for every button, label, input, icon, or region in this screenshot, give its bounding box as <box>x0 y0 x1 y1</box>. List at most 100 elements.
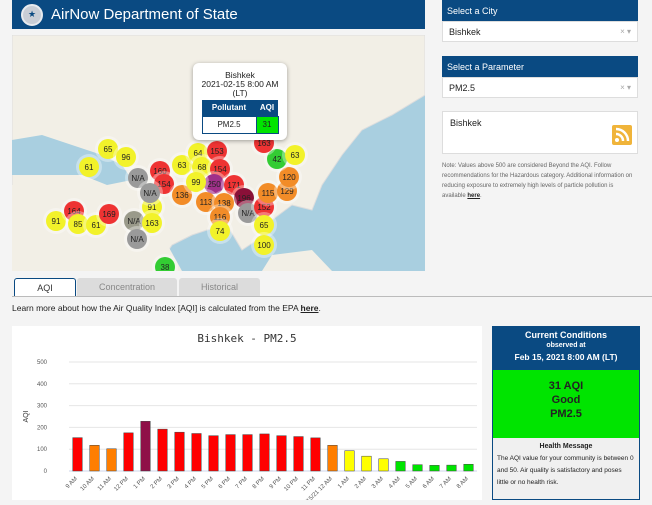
observed-label: observed at <box>546 342 586 349</box>
tab-concentration[interactable]: Concentration <box>77 278 177 296</box>
aqi-marker[interactable]: 163 <box>142 213 162 233</box>
aqi-info-label: Learn more about how the Air Quality Ind… <box>12 303 301 313</box>
aqi-marker[interactable]: 91 <box>46 211 66 231</box>
aqi-marker[interactable]: 65 <box>98 139 118 159</box>
x-tick-label: 6 AM <box>422 476 436 490</box>
popup-col-pollutant: Pollutant <box>202 100 256 116</box>
x-tick-label: 1 AM <box>337 476 351 490</box>
aqi-marker[interactable]: N/A <box>238 203 258 223</box>
chevron-down-icon[interactable]: ▾ <box>626 27 631 36</box>
bar[interactable] <box>293 436 304 472</box>
popup-time: 2021-02-15 8:00 AM <box>201 79 279 89</box>
aqi-marker[interactable]: 61 <box>79 157 99 177</box>
aqi-marker[interactable]: 136 <box>172 185 192 205</box>
aqi-marker[interactable]: 85 <box>68 214 88 234</box>
x-tick-label: 8 AM <box>456 476 470 490</box>
clear-city-icon[interactable]: × <box>620 27 625 36</box>
aqi-marker[interactable]: N/A <box>140 183 160 203</box>
bar[interactable] <box>174 431 185 472</box>
x-tick-label: 3 AM <box>371 476 385 490</box>
clear-parameter-icon[interactable]: × <box>620 83 625 92</box>
x-tick-label: 5 PM <box>201 476 215 490</box>
aqi-marker[interactable]: 153 <box>207 141 227 161</box>
x-tick-label: 4 PM <box>184 476 198 490</box>
aqi-marker[interactable]: 115 <box>258 183 278 203</box>
aqi-info-text: Learn more about how the Air Quality Ind… <box>12 303 321 313</box>
aqi-marker[interactable]: 96 <box>116 147 136 167</box>
health-message-title: Health Message <box>539 443 593 450</box>
chevron-down-icon[interactable]: ▾ <box>626 83 631 92</box>
x-tick-label: 5 AM <box>405 476 419 490</box>
aqi-note: Note: Values above 500 are considered Be… <box>442 161 638 201</box>
chart-title: Bishkek - PM2.5 <box>197 332 296 345</box>
bar[interactable] <box>429 465 440 472</box>
bar[interactable] <box>378 458 389 472</box>
bar[interactable] <box>361 455 372 472</box>
current-aqi-box: 31 AQI Good PM2.5 <box>493 370 639 438</box>
x-tick-label: 9 PM <box>269 476 283 490</box>
bar[interactable] <box>123 432 134 472</box>
aqi-marker[interactable]: N/A <box>128 168 148 188</box>
aqi-marker[interactable]: 250 <box>204 174 224 194</box>
bar[interactable] <box>310 437 321 472</box>
tab-aqi[interactable]: AQI <box>14 278 76 296</box>
bar[interactable] <box>344 450 355 472</box>
aqi-marker[interactable]: 38 <box>155 257 175 271</box>
rss-icon[interactable] <box>612 125 632 145</box>
current-title: Current Conditions <box>525 330 607 340</box>
tab-bar: AQI Concentration Historical <box>12 278 652 297</box>
popup-tz: (LT) <box>232 88 248 98</box>
rss-feed-box: Bishkek <box>442 111 638 154</box>
bar[interactable] <box>395 461 406 472</box>
bar[interactable] <box>157 428 168 472</box>
current-conditions-header: Current Conditions observed at Feb 15, 2… <box>493 327 639 370</box>
bar[interactable] <box>72 437 83 472</box>
popup-col-aqi: AQI <box>256 100 278 116</box>
aqi-marker[interactable]: 63 <box>172 155 192 175</box>
parameter-select-heading: Select a Parameter <box>442 56 638 77</box>
bar[interactable] <box>463 463 474 472</box>
aqi-marker[interactable]: 113 <box>196 192 216 212</box>
tab-historical[interactable]: Historical <box>179 278 260 296</box>
map[interactable]: 61 65 96 91 N/A 160 154 N/A 136 N/A 163 N/A 91 164 85 6… <box>12 35 425 271</box>
x-tick-label: 6 PM <box>218 476 232 490</box>
aqi-marker[interactable]: 74 <box>210 221 230 241</box>
aqi-marker[interactable]: 100 <box>254 235 274 255</box>
bar[interactable] <box>140 421 151 472</box>
current-category: Good <box>551 394 581 406</box>
x-tick-label: 4 AM <box>388 476 402 490</box>
bar[interactable] <box>89 445 100 472</box>
x-tick-label: 12 PM <box>113 476 130 493</box>
note-here-link[interactable]: here <box>467 193 481 199</box>
epa-link[interactable]: here <box>300 303 319 313</box>
city-select[interactable]: Bishkek × ▾ <box>442 21 638 42</box>
aqi-marker[interactable]: 42 <box>267 149 287 169</box>
popup-table: Pollutant AQI PM2.5 31 <box>201 100 279 134</box>
bar[interactable] <box>259 433 270 472</box>
aqi-marker[interactable]: 169 <box>99 204 119 224</box>
y-tick-label: 500 <box>37 360 48 366</box>
app-title: AirNow Department of State <box>51 6 238 23</box>
bar[interactable] <box>191 433 202 472</box>
parameter-select[interactable]: PM2.5 × ▾ <box>442 77 638 98</box>
aqi-marker[interactable]: 120 <box>279 167 299 187</box>
bar[interactable] <box>412 464 423 472</box>
aqi-marker[interactable]: N/A <box>124 211 144 231</box>
aqi-marker[interactable]: 99 <box>186 172 206 192</box>
y-tick-label: 400 <box>37 382 48 388</box>
aqi-marker[interactable]: N/A <box>127 229 147 249</box>
health-message-text: The AQI value for your community is betw… <box>497 455 634 486</box>
bar[interactable] <box>327 445 338 472</box>
bar[interactable] <box>208 435 219 472</box>
bar[interactable] <box>242 434 253 472</box>
y-tick-label: 0 <box>44 469 48 475</box>
bar[interactable] <box>106 448 117 472</box>
bar[interactable] <box>276 435 287 472</box>
bar[interactable] <box>225 434 236 472</box>
parameter-select-value: PM2.5 <box>449 82 476 93</box>
aqi-marker[interactable]: 65 <box>254 215 274 235</box>
popup-city: Bishkek <box>225 70 255 80</box>
x-tick-label: 2 PM <box>150 476 164 490</box>
aqi-marker[interactable]: 63 <box>285 145 305 165</box>
bar[interactable] <box>446 464 457 472</box>
